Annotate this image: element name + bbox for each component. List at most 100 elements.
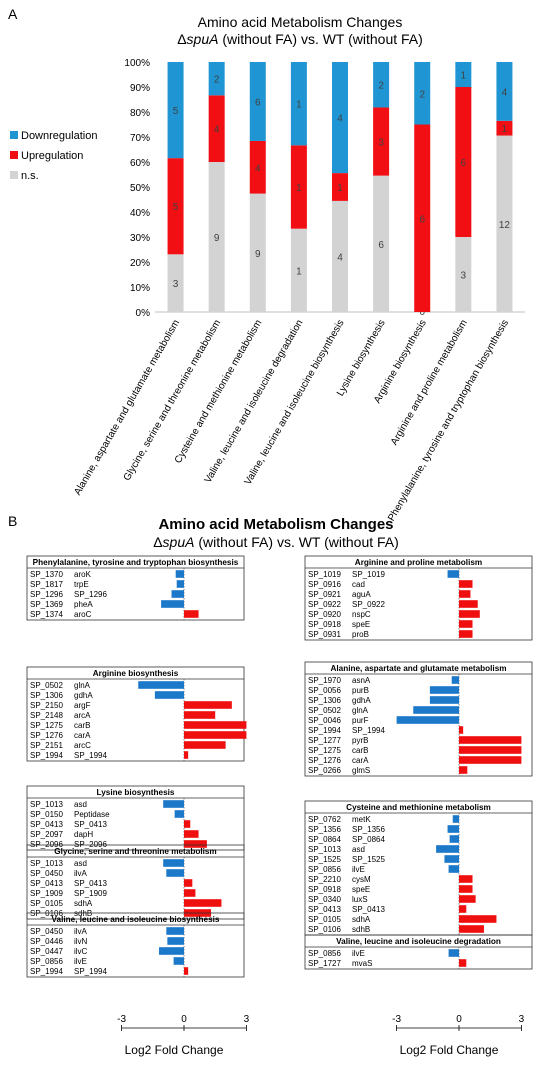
bar-segment [496, 120, 513, 136]
locus-id: SP_1727 [308, 959, 341, 968]
fold-change-bar [459, 875, 473, 883]
gene-name: ilvA [74, 927, 88, 936]
locus-id: SP_1019 [308, 570, 341, 579]
gene-name: carB [74, 721, 90, 730]
gene-name: cysM [352, 875, 371, 884]
gene-name: gdhA [352, 696, 371, 705]
fold-change-bar [459, 620, 473, 628]
locus-id: SP_0762 [308, 815, 341, 824]
pathway-group: Phenylalanine, tyrosine and tryptophan b… [26, 555, 245, 621]
locus-id: SP_1306 [30, 691, 63, 700]
fold-change-bar [459, 915, 497, 923]
fold-change-bar [184, 830, 199, 838]
y-tick-label: 20% [130, 258, 150, 269]
locus-id: SP_0918 [308, 620, 341, 629]
data-label: 5 [173, 202, 179, 213]
pathway-box [304, 934, 533, 970]
pathway-box [304, 555, 533, 641]
panel-b-subtitle: ΔspuA (without FA) vs. WT (without FA) [153, 534, 399, 550]
gene-name: aroC [74, 610, 92, 619]
locus-id: SP_1525 [308, 855, 341, 864]
gene-name: arcC [74, 741, 91, 750]
bar-segment [414, 124, 431, 312]
x-axis: -3 0 3 Log2 Fold Change [117, 1014, 249, 1057]
data-label: 3 [173, 279, 179, 290]
bar-segment [373, 107, 390, 176]
y-tick-label: 10% [130, 283, 150, 294]
locus-id: SP_1369 [30, 600, 63, 609]
gene-name: SP_1994 [74, 967, 107, 976]
gene-name: glmS [352, 766, 370, 775]
pathway-group: Lysine biosynthesis SP_1013 asd SP_0150 Pept… [26, 785, 245, 851]
gene-name: asd [352, 845, 365, 854]
pathway-title: Lysine biosynthesis [97, 788, 175, 797]
locus-id: SP_1013 [30, 859, 63, 868]
locus-id: SP_2097 [30, 830, 63, 839]
x-tick-label: Arginine and proline metabolism [389, 318, 470, 447]
pathway-group: Alanine, aspartate and glutamate metabol… [304, 661, 533, 777]
pathway-title: Glycine, serine and threonine metabolism [54, 847, 216, 856]
bar-segment [208, 162, 225, 312]
panel-a-title: Amino acid Metabolism Changes [198, 14, 403, 30]
locus-id: SP_0921 [308, 590, 341, 599]
bar-segment [290, 228, 307, 312]
locus-id: SP_2150 [30, 701, 63, 710]
fold-change-bar [459, 736, 522, 744]
pathway-box [26, 555, 245, 621]
fold-change-bar [459, 630, 473, 638]
bar-segment [167, 62, 184, 159]
gene-name: sdhA [74, 899, 93, 908]
pathway-box [26, 666, 245, 762]
fold-change-bar [154, 691, 184, 699]
fold-change-bar [184, 751, 189, 759]
fold-change-bar [174, 810, 184, 818]
bar-segment [455, 62, 472, 87]
locus-id: SP_1296 [30, 590, 63, 599]
fold-change-bar [459, 766, 468, 774]
gene-name: ilvE [74, 957, 87, 966]
data-label: 4 [255, 163, 261, 174]
locus-id: SP_0920 [308, 610, 341, 619]
locus-id: SP_1374 [30, 610, 63, 619]
fold-change-bar [173, 957, 184, 965]
locus-id: SP_0450 [30, 927, 63, 936]
fold-change-bar [449, 835, 459, 843]
data-label: 6 [255, 97, 261, 108]
fold-change-bar [184, 967, 189, 975]
fold-change-bar [163, 800, 184, 808]
locus-id: SP_1013 [30, 800, 63, 809]
fold-change-bar [459, 905, 467, 913]
fold-change-bar [161, 600, 184, 608]
gene-name: SP_1525 [352, 855, 385, 864]
gene-name: SP_0413 [352, 905, 385, 914]
bar-segment [249, 140, 266, 194]
gene-name: gdhA [74, 691, 93, 700]
locus-id: SP_0931 [308, 630, 341, 639]
data-label: 6 [419, 214, 425, 225]
bar-segment [208, 95, 225, 162]
locus-id: SP_1356 [308, 825, 341, 834]
data-label: 3 [461, 271, 467, 282]
x-tick-label: 0 [456, 1014, 462, 1025]
pathway-title: Valine, leucine and isoleucine biosynthe… [52, 915, 220, 924]
y-tick-label: 70% [130, 133, 150, 144]
y-tick-label: 60% [130, 158, 150, 169]
locus-id: SP_1970 [308, 676, 341, 685]
data-label: 1 [337, 183, 343, 194]
locus-id: SP_0918 [308, 885, 341, 894]
legend-label: n.s. [21, 170, 39, 182]
fold-change-bar [459, 885, 473, 893]
data-label: 2 [419, 89, 425, 100]
locus-id: SP_0502 [30, 681, 63, 690]
legend-swatch [10, 151, 18, 159]
bar-segment [455, 237, 472, 312]
gene-name: SP_0864 [352, 835, 385, 844]
y-tick-label: 0% [136, 308, 151, 319]
bar-segment [373, 175, 390, 312]
gene-name: SP_0922 [352, 600, 385, 609]
x-tick-label: Cysteine and methionine metabolism [173, 318, 265, 466]
locus-id: SP_0056 [308, 686, 341, 695]
gene-name: ilvE [352, 865, 365, 874]
locus-id: SP_1277 [308, 736, 341, 745]
gene-name: carA [74, 731, 91, 740]
